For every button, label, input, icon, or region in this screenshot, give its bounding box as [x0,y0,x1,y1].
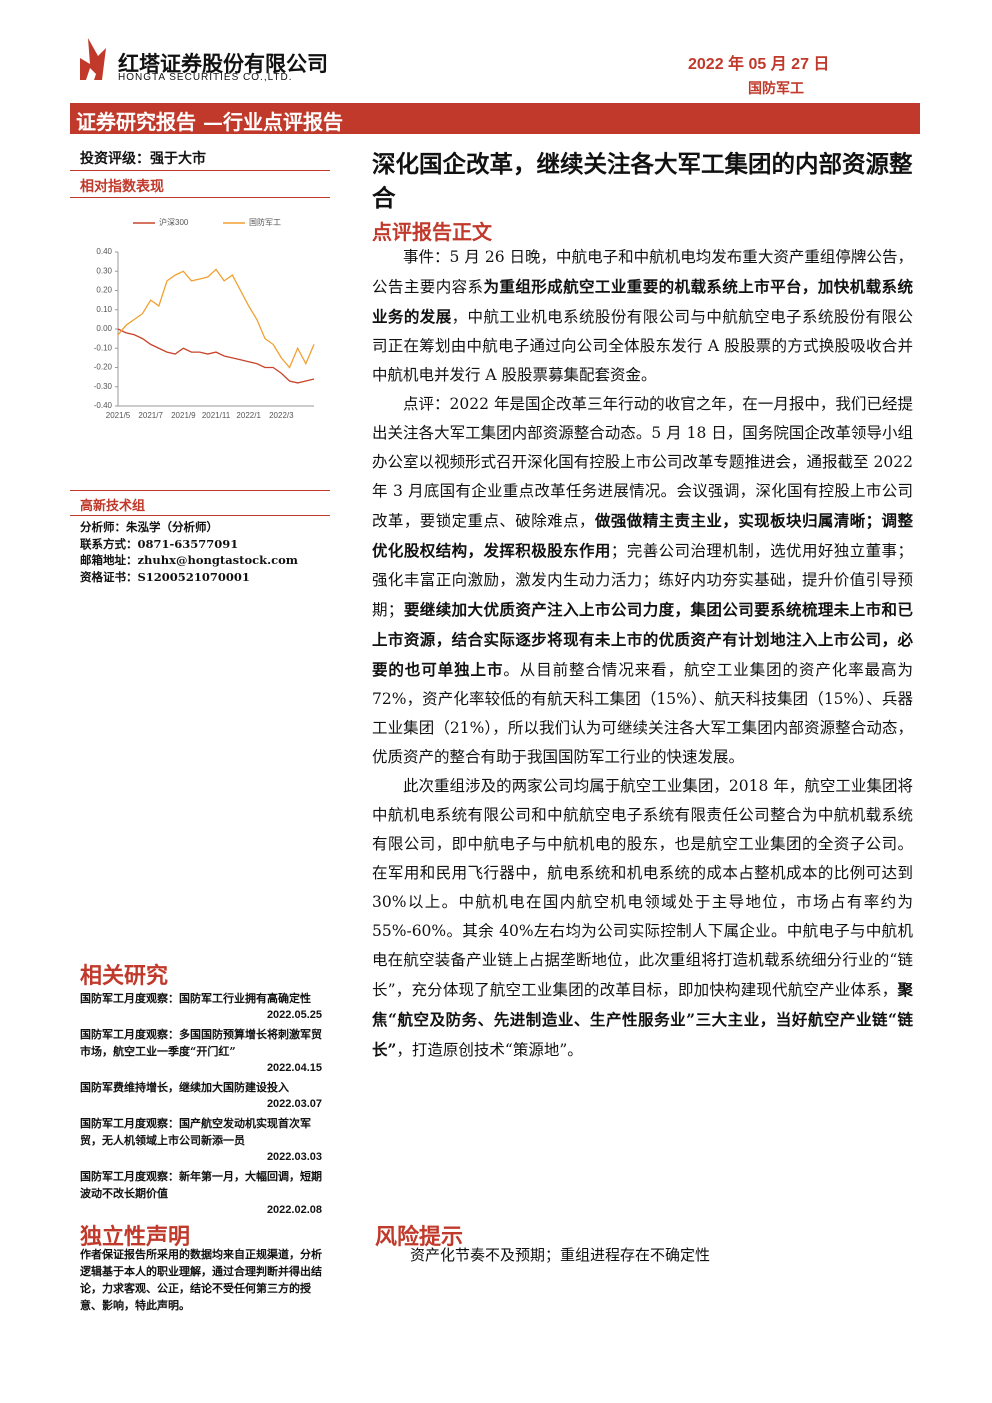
related-date: 2022.05.25 [266,1009,322,1021]
y-tick-label: -0.20 [94,363,113,372]
analyst-info: 分析师：朱泓学（分析师） 联系方式：0871-63577091 邮箱地址：zhuhx… [80,519,298,585]
rating: 投资评级：强于大市 [80,151,206,167]
logo [80,38,106,80]
bold-run: 要继续加大优质资产注入上市公司力度，集团公司要系统梳理未上市和已上市资源，结合实… [372,600,913,679]
related-item: 国防军工月度观察：国产航空发动机实现首次军贸，无人机领域上市公司新添一员 2022… [80,1115,322,1166]
text-run: 事件：5 月 26 日晚，中航电子和中航机电均发布重大资产重组停牌公告，公告主要… [372,248,913,296]
banner-text: 证券研究报告 —行业点评报告 [76,110,343,134]
related-date: 2022.03.03 [266,1151,322,1163]
team: 高新技术组 [80,499,146,514]
statement: 作者保证报告所采用的数据均来自正规渠道，分析逻辑基于本人的职业理解，通过合理判断… [80,1248,322,1312]
x-tick-label: 2021/9 [171,411,196,420]
y-tick-label: 0.10 [96,305,112,314]
bold-run: 为重组形成航空工业重要的机载系统上市平台，加快机载系统业务的发展 [372,277,913,326]
paragraph: 事件：5 月 26 日晚，中航电子和中航机电均发布重大资产重组停牌公告，公告主要… [372,243,913,390]
series-line [117,328,315,384]
related-item: 国防军工月度观察：多国国防预算增长将刺激军贸市场，航空工业一季度“开门红” 202… [80,1026,322,1077]
analyst-line: 资格证书：S1200521070001 [80,569,250,584]
x-tick-label: 2021/11 [202,411,231,420]
y-tick-label: 0.30 [96,266,112,275]
y-tick-label: 0.40 [96,247,112,256]
section-heading: 点评报告正文 [372,220,492,244]
related-item: 国防军费维持增长，继续加大国防建设投入 2022.03.07 [80,1079,322,1113]
paragraph: 点评：2022 年是国企改革三年行动的收官之年，在一月报中，我们已经提出关注各大… [372,390,913,772]
related-date: 2022.02.08 [266,1204,322,1216]
chart: 0.40 0.30 0.20 0.10 0.00 -0.10 -0.20 -0.30 -0.40… [94,217,315,420]
y-tick-label: 0.00 [96,324,112,333]
y-tick-label: -0.30 [94,382,113,391]
bold-run: 做强做精主责主业，实现板块归属清晰；调整优化股权结构，发挥积极股东作用 [372,511,913,560]
analyst-line: 联系方式：0871-63577091 [80,536,239,551]
related-list: 国防军工月度观察：国防军工行业拥有高确定性 2022.05.25 国防军工月度观察：… [80,990,322,1221]
company-en: HONGTA SECURITIES CO.,LTD. [118,72,293,83]
related-heading: 相关研究 [80,963,169,989]
risk-heading: 风险提示 [375,1224,464,1250]
related-title: 国防军工月度观察：新年第一月，大幅回调，短期波动不改长期价值 [80,1170,322,1200]
text-run: ，打造原创技术“策源地”。 [396,1041,583,1059]
related-item: 国防军工月度观察：新年第一月，大幅回调，短期波动不改长期价值 2022.02.08 [80,1168,322,1219]
risk-text: 资产化节奏不及预期；重组进程存在不确定性 [410,1246,711,1264]
bold-run: 聚焦“航空及防务、先进制造业、生产性服务业”三大主业，当好航空产业链“链长” [372,980,913,1059]
text-run: 。从目前整合情况来看，航空工业集团的资产化率最高为 72%，资产化率较低的有航天… [372,661,913,766]
x-tick-label: 2022/1 [236,411,261,420]
y-tick-label: 0.20 [96,286,112,295]
text-run: ；完善公司治理机制，选优用好独立董事；强化丰富正向激励，激发内生动力活力；练好内… [372,542,913,619]
related-title: 国防军工月度观察：多国国防预算增长将刺激军贸市场，航空工业一季度“开门红” [80,1028,322,1058]
legend-label: 国防军工 [249,217,281,227]
related-item: 国防军工月度观察：国防军工行业拥有高确定性 2022.05.25 [80,990,322,1024]
y-tick-label: -0.40 [94,401,113,410]
x-tick-label: 2021/7 [138,411,163,420]
company-cn: 红塔证券股份有限公司 [118,52,328,76]
legend-label: 沪深300 [159,217,189,227]
related-title: 国防军工月度观察：国产航空发动机实现首次军贸，无人机领域上市公司新添一员 [80,1117,311,1147]
paragraph: 此次重组涉及的两家公司均属于航空工业集团，2018 年，航空工业集团将中航机电系… [372,772,913,1065]
series-line [117,268,315,369]
text-run: ，中航工业机电系统股份有限公司与中航航空电子系统股份有限公司正在筹划由中航电子通… [372,308,913,384]
body-text: 事件：5 月 26 日晚，中航电子和中航机电均发布重大资产重组停牌公告，公告主要… [372,243,913,1065]
chart-heading: 相对指数表现 [80,179,164,195]
related-title: 国防军工月度观察：国防军工行业拥有高确定性 [80,992,311,1005]
x-tick-label: 2021/5 [106,411,131,420]
related-date: 2022.03.07 [266,1098,322,1110]
banner [70,103,920,134]
sector: 国防军工 [748,81,804,97]
statement-heading: 独立性声明 [80,1224,191,1250]
text-run: 点评：2022 年是国企改革三年行动的收官之年，在一月报中，我们已经提出关注各大… [372,395,913,530]
text-run: 此次重组涉及的两家公司均属于航空工业集团，2018 年，航空工业集团将中航机电系… [372,777,913,999]
related-title: 国防军费维持增长，继续加大国防建设投入 [80,1081,289,1094]
report-title: 深化国企改革，继续关注各大军工集团的内部资源整合 [372,150,913,212]
report-date: 2022 年 05 月 27 日 [688,56,830,73]
related-date: 2022.04.15 [266,1062,322,1074]
analyst-line: 分析师：朱泓学（分析师） [80,520,218,534]
x-tick-label: 2022/3 [269,411,294,420]
analyst-line: 邮箱地址：zhuhx@hongtastock.com [80,553,298,567]
y-tick-label: -0.10 [94,343,113,352]
